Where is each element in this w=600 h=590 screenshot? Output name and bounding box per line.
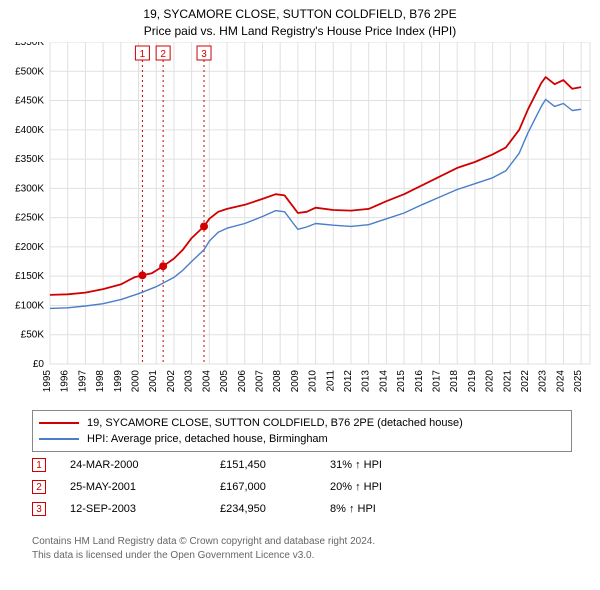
sale-pct-2: 20% ↑ HPI	[330, 481, 430, 493]
svg-text:£100K: £100K	[15, 300, 44, 311]
svg-text:2008: 2008	[272, 370, 283, 393]
svg-text:£50K: £50K	[21, 330, 45, 341]
legend-swatch-property	[39, 422, 79, 424]
svg-text:£200K: £200K	[15, 242, 44, 253]
sale-row-2: 2 25-MAY-2001 £167,000 20% ↑ HPI	[32, 476, 430, 498]
svg-text:2024: 2024	[555, 370, 566, 393]
legend-row-hpi: HPI: Average price, detached house, Birm…	[39, 431, 565, 447]
sale-row-3: 3 12-SEP-2003 £234,950 8% ↑ HPI	[32, 498, 430, 520]
chart-area: £0 £50K £100K £150K £200K £250K £300K £350K £400…	[0, 42, 600, 402]
svg-text:2014: 2014	[378, 370, 389, 393]
svg-text:2002: 2002	[166, 370, 177, 393]
sale-date-2: 25-MAY-2001	[70, 481, 220, 493]
svg-text:2015: 2015	[396, 370, 407, 393]
svg-text:£550K: £550K	[15, 42, 44, 48]
svg-text:£300K: £300K	[15, 183, 44, 194]
sale-price-3: £234,950	[220, 503, 330, 515]
svg-text:1996: 1996	[60, 370, 71, 393]
svg-text:2018: 2018	[449, 370, 460, 393]
sales-table: 1 24-MAR-2000 £151,450 31% ↑ HPI 2 25-MA…	[32, 454, 430, 520]
svg-text:2003: 2003	[184, 370, 195, 393]
svg-text:3: 3	[201, 49, 207, 60]
svg-text:1: 1	[140, 49, 146, 60]
sale-price-2: £167,000	[220, 481, 330, 493]
footnote: Contains HM Land Registry data © Crown c…	[32, 535, 375, 562]
sale-date-1: 24-MAR-2000	[70, 459, 220, 471]
svg-text:£150K: £150K	[15, 271, 44, 282]
svg-text:2009: 2009	[290, 370, 301, 393]
svg-text:1995: 1995	[42, 370, 53, 393]
svg-text:2005: 2005	[219, 370, 230, 393]
svg-text:2001: 2001	[148, 370, 159, 393]
svg-text:1999: 1999	[113, 370, 124, 393]
svg-text:2023: 2023	[538, 370, 549, 393]
sale-marker-3: 3	[32, 502, 46, 516]
svg-text:1998: 1998	[95, 370, 106, 393]
svg-text:2004: 2004	[201, 370, 212, 393]
svg-text:2017: 2017	[432, 370, 443, 393]
sale-date-3: 12-SEP-2003	[70, 503, 220, 515]
chart-title: 19, SYCAMORE CLOSE, SUTTON COLDFIELD, B7…	[0, 0, 600, 40]
sale-price-1: £151,450	[220, 459, 330, 471]
svg-text:£400K: £400K	[15, 125, 44, 136]
svg-text:2007: 2007	[254, 370, 265, 393]
sale-marker-1: 1	[32, 458, 46, 472]
svg-text:£450K: £450K	[15, 96, 44, 107]
svg-text:2025: 2025	[573, 370, 584, 393]
sale-row-1: 1 24-MAR-2000 £151,450 31% ↑ HPI	[32, 454, 430, 476]
svg-text:2: 2	[160, 49, 166, 60]
svg-text:1997: 1997	[77, 370, 88, 393]
svg-text:£250K: £250K	[15, 213, 44, 224]
sale-marker-2: 2	[32, 480, 46, 494]
footnote-line-1: Contains HM Land Registry data © Crown c…	[32, 535, 375, 549]
footnote-line-2: This data is licensed under the Open Gov…	[32, 549, 375, 563]
legend-row-property: 19, SYCAMORE CLOSE, SUTTON COLDFIELD, B7…	[39, 415, 565, 431]
svg-text:£350K: £350K	[15, 154, 44, 165]
svg-text:2022: 2022	[520, 370, 531, 393]
svg-text:2012: 2012	[343, 370, 354, 393]
svg-text:2011: 2011	[325, 370, 336, 392]
chart-container: 19, SYCAMORE CLOSE, SUTTON COLDFIELD, B7…	[0, 0, 600, 590]
svg-text:2010: 2010	[308, 370, 319, 393]
title-line-2: Price paid vs. HM Land Registry's House …	[0, 23, 600, 40]
chart-svg: £0 £50K £100K £150K £200K £250K £300K £350K £400…	[0, 42, 600, 402]
title-line-1: 19, SYCAMORE CLOSE, SUTTON COLDFIELD, B7…	[0, 6, 600, 23]
svg-text:2021: 2021	[502, 370, 513, 393]
svg-text:£0: £0	[33, 359, 45, 370]
sale-pct-1: 31% ↑ HPI	[330, 459, 430, 471]
svg-text:2019: 2019	[467, 370, 478, 393]
svg-text:2016: 2016	[414, 370, 425, 393]
svg-text:2006: 2006	[237, 370, 248, 393]
sale-pct-3: 8% ↑ HPI	[330, 503, 430, 515]
svg-text:2013: 2013	[361, 370, 372, 393]
legend-label-property: 19, SYCAMORE CLOSE, SUTTON COLDFIELD, B7…	[87, 417, 463, 429]
legend-label-hpi: HPI: Average price, detached house, Birm…	[87, 433, 328, 445]
legend: 19, SYCAMORE CLOSE, SUTTON COLDFIELD, B7…	[32, 410, 572, 452]
svg-text:2020: 2020	[485, 370, 496, 393]
svg-text:£500K: £500K	[15, 66, 44, 77]
svg-text:2000: 2000	[131, 370, 142, 393]
legend-swatch-hpi	[39, 438, 79, 440]
